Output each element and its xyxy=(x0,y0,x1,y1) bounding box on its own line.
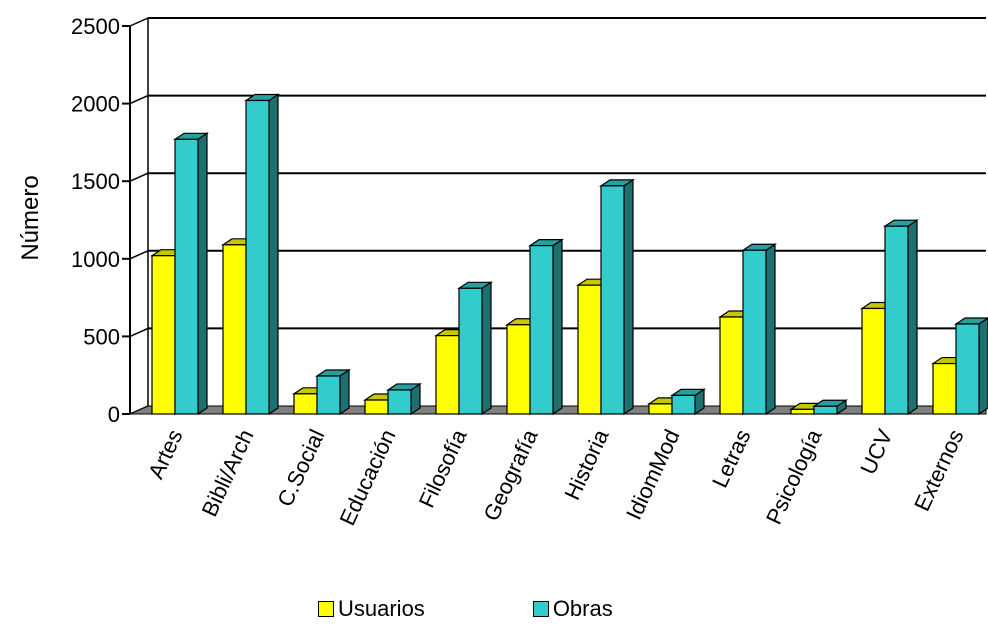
bar-front xyxy=(600,185,625,415)
y-tick-label-0: 0 xyxy=(108,402,120,427)
gridline-connector-1500 xyxy=(129,172,149,182)
bar-front xyxy=(245,99,270,415)
bar-side xyxy=(552,238,563,416)
y-axis-title: Número xyxy=(17,175,44,260)
bar-front xyxy=(364,399,389,415)
bar-side xyxy=(623,178,634,416)
legend-item-usuarios: Usuarios xyxy=(318,596,425,622)
bar-front xyxy=(932,362,957,415)
gridline-connector-1000 xyxy=(129,250,149,260)
bar-obras-c-social xyxy=(315,368,351,416)
x-tick-label-historia: Historia xyxy=(559,425,613,504)
bar-front xyxy=(458,287,483,415)
y-tick-label-1500: 1500 xyxy=(71,169,120,194)
bar-side xyxy=(197,132,208,416)
legend-label-usuarios: Usuarios xyxy=(338,596,425,621)
legend-swatch-obras xyxy=(532,601,549,617)
bar-front xyxy=(671,394,696,415)
y-tick-label-2500: 2500 xyxy=(71,14,120,39)
bar-obras-filosofia xyxy=(457,281,493,416)
bar-front xyxy=(884,225,909,415)
x-tick-label-educacion: Educación xyxy=(334,426,400,530)
legend-label-obras: Obras xyxy=(552,596,613,621)
bar-obras-ucv xyxy=(883,219,919,416)
bar-obras-geografia xyxy=(528,238,564,416)
bar-front xyxy=(387,389,412,415)
bar-obras-letras xyxy=(741,243,777,416)
bar-obras-historia xyxy=(599,178,635,416)
gridline-connector-2500 xyxy=(129,17,149,27)
gridline-connector-500 xyxy=(129,327,149,338)
x-tick-label-c-social: C.Social xyxy=(272,426,329,511)
y-tick-label-1000: 1000 xyxy=(71,247,120,272)
x-tick-label-psicologia: Psicología xyxy=(761,425,827,528)
bar-side xyxy=(268,93,279,416)
bar-obras-idiommod xyxy=(670,388,706,416)
x-tick-label-ucv: UCV xyxy=(855,425,897,478)
bar-front xyxy=(174,138,199,415)
bar-side xyxy=(339,368,350,416)
bar-front xyxy=(316,375,341,415)
bar-front xyxy=(506,324,531,415)
bar-front xyxy=(813,405,838,415)
bar-front xyxy=(790,408,815,415)
bar-front xyxy=(435,335,460,415)
bar-front xyxy=(861,307,886,415)
x-tick-label-externos: Externos xyxy=(909,426,968,515)
bar-front xyxy=(222,244,247,415)
bars xyxy=(150,93,988,416)
bar-front xyxy=(529,245,554,415)
bar-side xyxy=(765,243,776,416)
bar-obras-psicologia xyxy=(812,399,848,416)
y-tick-label-2000: 2000 xyxy=(71,92,120,117)
y-tick-label-500: 500 xyxy=(83,324,120,349)
bar-side xyxy=(978,317,988,416)
bar-front xyxy=(742,249,767,415)
x-tick-label-geografia: Geografía xyxy=(479,425,543,525)
bar-front xyxy=(719,316,744,415)
gridline-connector-2000 xyxy=(129,94,149,105)
x-tick-label-idiommod: IdiomMod xyxy=(621,426,684,524)
bar-obras-educacion xyxy=(386,382,422,416)
x-tick-label-artes: Artes xyxy=(143,426,187,483)
bar-front xyxy=(151,255,176,415)
x-tick-label-letras: Letras xyxy=(707,426,756,492)
legend-swatch-usuarios xyxy=(318,601,334,617)
legend-item-obras: Obras xyxy=(532,596,613,622)
bar-obras-bibli-arch xyxy=(244,93,280,416)
bar-front xyxy=(577,284,602,415)
gridlines xyxy=(129,17,986,415)
x-tick-label-filosofia: Filosofía xyxy=(414,425,472,512)
bar-side xyxy=(481,281,492,416)
bar-front xyxy=(955,323,980,415)
bar-obras-artes xyxy=(173,132,209,416)
bar-front xyxy=(648,403,673,415)
legend: Usuarios Obras xyxy=(318,594,721,624)
x-tick-label-bibli-arch: Bibli/Arch xyxy=(197,426,259,521)
bar-side xyxy=(907,219,918,416)
bar-obras-externos xyxy=(954,317,988,416)
bar-front xyxy=(293,393,318,415)
